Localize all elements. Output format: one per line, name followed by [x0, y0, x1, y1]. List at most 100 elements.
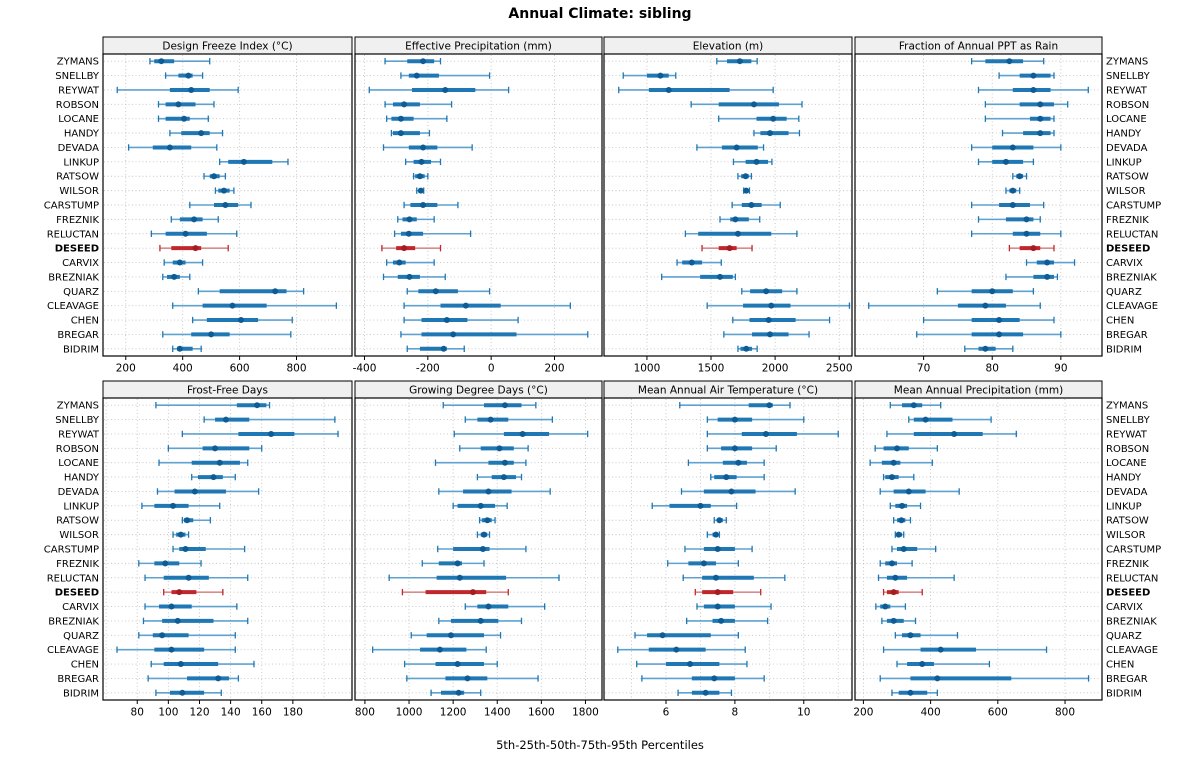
median-dot	[919, 661, 926, 668]
station-label: CARVIX	[62, 602, 99, 613]
station-label: REYWAT	[58, 429, 100, 440]
x-tick-label: 400	[173, 363, 193, 375]
percentile-glyph	[896, 660, 991, 668]
percentile-glyph	[459, 445, 529, 452]
percentile-glyph	[438, 488, 551, 495]
percentile-glyph	[686, 617, 769, 625]
median-dot	[989, 288, 996, 295]
x-tick-label: 70	[917, 363, 930, 375]
station-label: DESEED	[1106, 244, 1150, 255]
x-tick-label: 10	[797, 707, 810, 719]
percentile-glyph	[189, 201, 252, 209]
percentile-glyph	[150, 660, 255, 668]
panel-header-title: Growing Degree Days (°C)	[409, 385, 548, 397]
median-dot	[443, 317, 450, 324]
percentile-glyph	[142, 617, 249, 625]
percentile-glyph	[889, 401, 942, 409]
percentile-glyph	[167, 445, 263, 452]
percentile-glyph	[723, 331, 810, 338]
median-dot	[418, 158, 425, 165]
percentile-glyph	[970, 144, 1062, 151]
median-dot	[728, 488, 735, 495]
station-label: SNELLBY	[55, 415, 100, 426]
median-dot	[454, 560, 461, 567]
median-dot	[894, 445, 901, 452]
station-label: LINKUP	[63, 501, 99, 512]
percentile-glyph	[889, 502, 922, 510]
station-label: LINKUP	[1106, 157, 1142, 168]
station-label: LOCANE	[1106, 458, 1147, 469]
percentile-glyph	[706, 445, 777, 452]
median-dot	[736, 58, 743, 65]
median-dot	[188, 86, 195, 93]
station-label: CARSTUMP	[1106, 545, 1161, 556]
percentile-glyph	[753, 129, 801, 137]
percentile-glyph	[879, 488, 960, 495]
median-dot	[477, 617, 484, 624]
station-label: ROBSON	[56, 100, 99, 111]
station-label: SNELLBY	[1106, 415, 1151, 426]
median-dot	[1009, 144, 1016, 151]
station-label: BIDRIM	[63, 688, 99, 699]
median-dot	[922, 416, 929, 423]
median-dot	[462, 302, 469, 309]
median-dot	[176, 345, 183, 352]
station-label: RELUCTAN	[47, 573, 99, 584]
percentile-glyph	[403, 316, 519, 324]
median-dot	[222, 202, 229, 208]
percentile-glyph	[970, 201, 1045, 209]
percentile-glyph	[405, 158, 442, 166]
percentile-glyph	[406, 288, 491, 295]
percentile-glyph	[442, 401, 537, 409]
percentile-glyph	[875, 603, 907, 610]
median-dot	[1016, 173, 1023, 180]
panel-header-title: Fraction of Annual PPT as Rain	[899, 41, 1058, 53]
median-dot	[718, 617, 725, 624]
percentile-glyph	[478, 517, 496, 524]
percentile-glyph	[416, 187, 425, 194]
station-label: BREZNIAK	[1106, 272, 1157, 283]
x-tick-label: 1400	[484, 707, 511, 719]
station-label: HANDY	[64, 473, 100, 484]
percentile-glyph	[636, 660, 748, 668]
median-dot	[159, 632, 166, 639]
percentile-glyph	[737, 345, 758, 353]
percentile-glyph	[701, 244, 753, 252]
median-dot	[900, 546, 907, 552]
x-tick-label: 180	[283, 707, 303, 719]
station-label: QUARZ	[63, 631, 99, 642]
percentile-glyph	[732, 158, 773, 166]
percentile-glyph	[694, 588, 762, 596]
panel-header-title: Mean Annual Air Temperature (°C)	[638, 385, 818, 397]
percentile-glyph	[970, 57, 1045, 65]
percentile-glyph	[684, 545, 753, 553]
median-dot	[168, 646, 175, 653]
median-dot	[732, 216, 739, 223]
median-dot	[185, 72, 192, 79]
median-dot	[765, 317, 772, 324]
station-label: RELUCTAN	[1106, 229, 1158, 240]
panel-border	[102, 397, 353, 701]
percentile-glyph	[741, 288, 798, 295]
station-label: CLEAVAGE	[47, 301, 99, 312]
percentile-glyph	[684, 230, 798, 237]
station-label: RATSOW	[56, 516, 99, 527]
median-dot	[910, 402, 917, 409]
percentile-glyph	[964, 345, 1014, 353]
station-label: ZYMANS	[1106, 57, 1148, 68]
median-dot	[496, 445, 503, 452]
station-label: ZYMANS	[1106, 401, 1148, 412]
median-dot	[420, 144, 427, 151]
percentile-glyph	[1012, 173, 1028, 180]
station-label: FREZNIK	[56, 559, 99, 570]
station-label: HANDY	[64, 129, 100, 140]
percentile-glyph	[163, 588, 224, 596]
percentile-glyph	[144, 574, 249, 581]
panel-header-title: Effective Precipitation (mm)	[405, 41, 552, 53]
percentile-glyph	[977, 158, 1035, 166]
percentile-glyph	[172, 302, 337, 309]
station-label: ROBSON	[1106, 100, 1149, 111]
station-label: CARVIX	[62, 258, 99, 269]
median-dot	[712, 574, 719, 581]
